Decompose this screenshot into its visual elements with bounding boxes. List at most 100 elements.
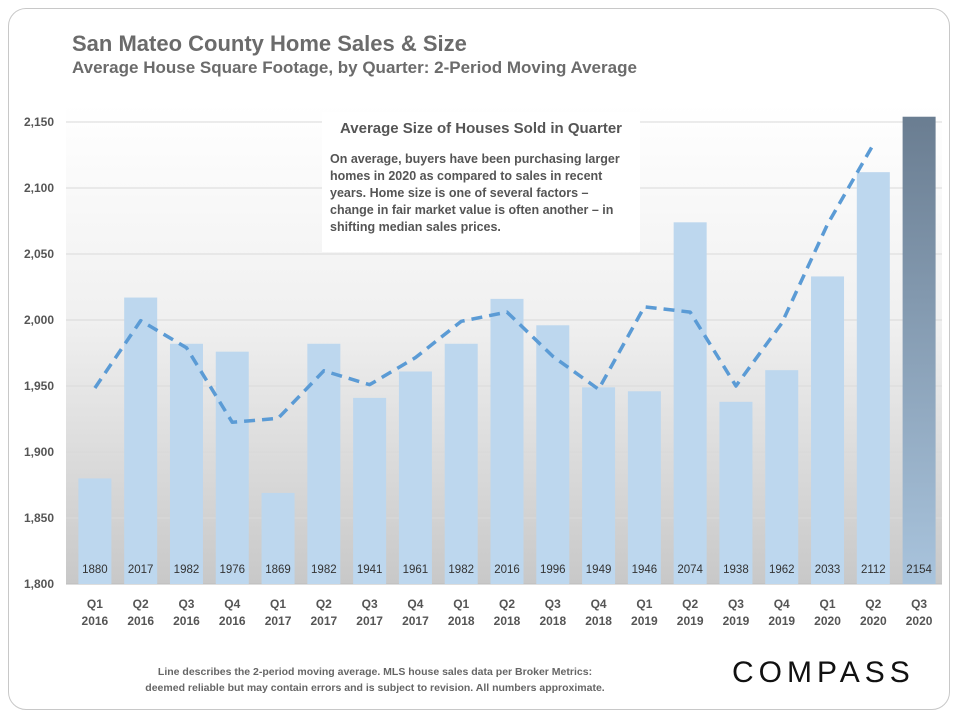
- x-tick-quarter: Q2: [865, 597, 881, 611]
- bar-value-label: 1949: [586, 564, 612, 576]
- x-tick-quarter: Q3: [362, 597, 378, 611]
- bar-value-label: 2017: [128, 564, 154, 576]
- bar-value-label: 1938: [723, 564, 749, 576]
- x-tick-year: 2016: [127, 614, 154, 628]
- x-tick-year: 2019: [768, 614, 795, 628]
- bar-value-label: 1941: [357, 564, 383, 576]
- bar-value-label: 2033: [815, 564, 841, 576]
- bar: [215, 351, 249, 584]
- bar-value-label: 1976: [219, 564, 245, 576]
- bar: [673, 222, 707, 584]
- bar-value-label: 1869: [265, 564, 291, 576]
- x-tick-quarter: Q3: [545, 597, 561, 611]
- bar: [261, 492, 295, 584]
- x-tick-year: 2016: [173, 614, 200, 628]
- x-tick-quarter: Q1: [270, 597, 286, 611]
- bar-value-label: 1880: [82, 564, 108, 576]
- bar: [490, 298, 524, 584]
- y-tick-label: 1,950: [24, 379, 54, 393]
- bar: [78, 478, 112, 584]
- y-tick-label: 1,800: [24, 577, 54, 591]
- bar-value-label: 1996: [540, 564, 566, 576]
- x-tick-year: 2020: [814, 614, 841, 628]
- bar-value-label: 2112: [861, 564, 886, 576]
- x-tick-quarter: Q1: [453, 597, 469, 611]
- footer-line-2: deemed reliable but may contain errors a…: [145, 682, 605, 694]
- y-tick-label: 2,000: [24, 313, 54, 327]
- x-tick-quarter: Q2: [682, 597, 698, 611]
- bar: [719, 401, 753, 584]
- y-tick-label: 2,150: [24, 115, 54, 129]
- bar: [307, 343, 341, 584]
- annotation-title: Average Size of Houses Sold in Quarter: [339, 120, 623, 137]
- x-tick-quarter: Q3: [911, 597, 927, 611]
- bar-value-label: 2016: [494, 564, 520, 576]
- x-tick-year: 2017: [310, 614, 337, 628]
- chart-subtitle: Average House Square Footage, by Quarter…: [72, 58, 637, 77]
- x-tick-quarter: Q2: [499, 597, 515, 611]
- annotation-body: On average, buyers have been purchasing …: [330, 152, 620, 234]
- y-tick-labels: 1,800 1,850 1,900 1,950 2,000 2,050 2,100 2,150: [24, 115, 54, 591]
- compass-logo: COMPASS: [732, 656, 915, 689]
- x-tick-quarter: Q3: [178, 597, 194, 611]
- x-tick-quarter: Q3: [728, 597, 744, 611]
- y-tick-label: 1,850: [24, 511, 54, 525]
- bar: [902, 116, 936, 584]
- x-tick-year: 2017: [356, 614, 383, 628]
- x-tick-quarter: Q1: [820, 597, 836, 611]
- x-tick-quarter: Q4: [774, 597, 790, 611]
- bar-value-label: 1982: [174, 564, 200, 576]
- y-tick-label: 1,900: [24, 445, 54, 459]
- x-tick-year: 2017: [402, 614, 429, 628]
- bar: [169, 343, 203, 584]
- bar-value-label: 2154: [906, 564, 932, 576]
- x-tick-year: 2018: [585, 614, 612, 628]
- x-tick-year: 2016: [82, 614, 109, 628]
- x-tick-quarter: Q1: [87, 597, 103, 611]
- x-tick-quarter: Q2: [316, 597, 332, 611]
- data-labels: 1880 2017 1982 1976 1869 1982 1941 1961 1982 2016…: [82, 564, 932, 576]
- x-tick-quarter: Q1: [636, 597, 652, 611]
- bar: [582, 387, 616, 584]
- x-tick-quarter: Q2: [133, 597, 149, 611]
- x-tick-year: 2020: [860, 614, 887, 628]
- moving-average-line: [93, 143, 875, 425]
- x-tick-quarter: Q4: [591, 597, 607, 611]
- x-tick-year: 2018: [448, 614, 475, 628]
- x-tick-year: 2019: [723, 614, 750, 628]
- moving-average-line-group: [93, 143, 875, 425]
- annotation-box: Average Size of Houses Sold in Quarter O…: [322, 112, 640, 252]
- footer-line-1: Line describes the 2-period moving avera…: [157, 666, 593, 678]
- bar-value-label: 1962: [769, 564, 795, 576]
- bar: [627, 391, 661, 584]
- x-tick-year: 2017: [265, 614, 292, 628]
- y-tick-label: 2,050: [24, 247, 54, 261]
- bar-value-label: 1946: [632, 564, 658, 576]
- bar: [765, 370, 799, 584]
- bar: [124, 297, 158, 584]
- bar-value-label: 1982: [311, 564, 337, 576]
- bars: [78, 116, 936, 584]
- x-tick-year: 2019: [677, 614, 704, 628]
- bar: [811, 276, 845, 584]
- bar: [536, 325, 570, 584]
- y-tick-label: 2,100: [24, 181, 54, 195]
- chart-title: San Mateo County Home Sales & Size: [72, 31, 467, 56]
- bar: [353, 397, 387, 584]
- x-tick-year: 2016: [219, 614, 246, 628]
- x-tick-year: 2019: [631, 614, 658, 628]
- x-tick-year: 2018: [494, 614, 521, 628]
- bar-value-label: 1982: [448, 564, 474, 576]
- bar-value-label: 2074: [677, 564, 703, 576]
- x-tick-year: 2020: [906, 614, 933, 628]
- bar-value-label: 1961: [403, 564, 429, 576]
- x-tick-year: 2018: [539, 614, 566, 628]
- bar: [856, 172, 890, 584]
- x-tick-quarter: Q4: [224, 597, 240, 611]
- bar: [398, 371, 432, 584]
- bar: [444, 343, 478, 584]
- footer-note: Line describes the 2-period moving avera…: [100, 664, 650, 696]
- x-tick-labels: Q1 2016 Q2 2016 Q3 2016 Q4 2016 Q1 2017 Q2 2017 Q3 20…: [82, 597, 933, 628]
- x-tick-quarter: Q4: [407, 597, 423, 611]
